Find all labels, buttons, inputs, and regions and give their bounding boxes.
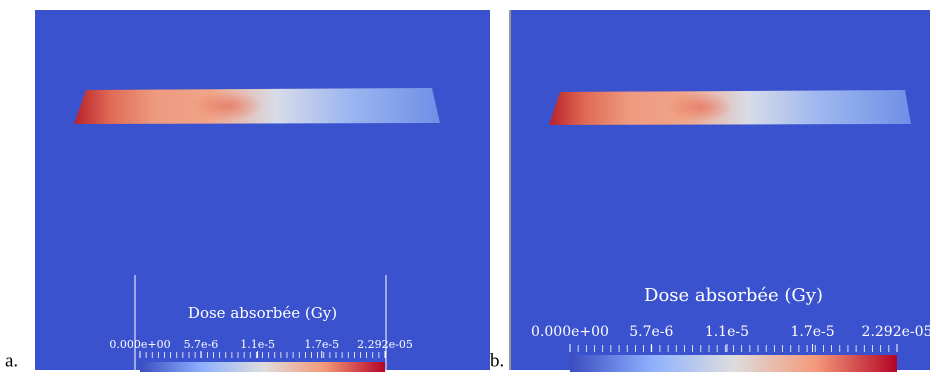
tick-label: 1.1e-5 (705, 324, 749, 340)
dose-map (510, 10, 930, 370)
tick-label: 1.7e-5 (304, 338, 339, 351)
panel-label: a. (5, 350, 18, 371)
tick-label: 0.000e+00 (531, 324, 609, 340)
tick-label: 2.292e-05 (862, 324, 933, 340)
hot-spot (667, 92, 733, 122)
tick-label: 0.000e+00 (109, 338, 170, 351)
dose-map (35, 10, 490, 370)
tick-label: 5.7e-6 (184, 338, 219, 351)
tick-label: 1.1e-5 (240, 338, 275, 351)
colorbar-title: Dose absorbée (Gy) (644, 285, 823, 306)
tick-label: 1.7e-5 (790, 324, 834, 340)
panel-label: b. (490, 350, 504, 371)
colorbar (570, 355, 897, 372)
hot-spot (193, 91, 263, 121)
tick-label: 5.7e-6 (629, 324, 673, 340)
colorbar-title: Dose absorbée (Gy) (188, 304, 337, 322)
tick-label: 2.292e-05 (357, 338, 413, 351)
colorbar (140, 362, 385, 372)
